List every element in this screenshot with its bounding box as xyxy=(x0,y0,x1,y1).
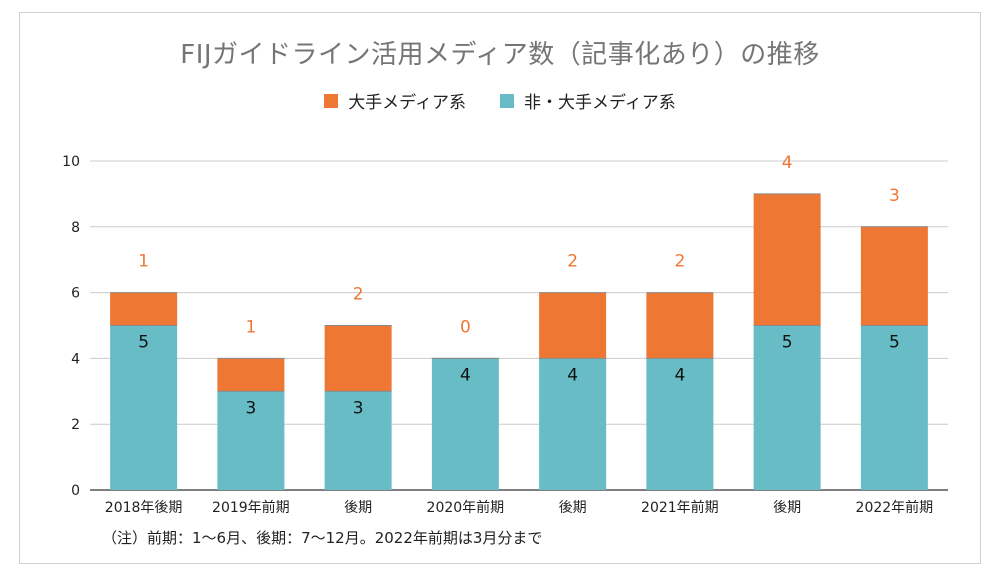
legend-swatch-non-major-media xyxy=(500,93,514,108)
x-tick-label: 2021年前期 xyxy=(641,499,719,516)
bar-non-major-media xyxy=(860,325,928,490)
bar-major-media xyxy=(110,292,178,326)
bar-non-major-media xyxy=(431,358,499,490)
y-tick-label: 4 xyxy=(71,351,80,367)
x-tick-label: 2020年前期 xyxy=(427,499,505,516)
data-label-major-media: 4 xyxy=(782,153,793,173)
y-tick-label: 8 xyxy=(71,220,80,236)
bar-non-major-media xyxy=(539,358,607,490)
data-label-major-media: 2 xyxy=(353,285,364,305)
legend-label-major-media: 大手メディア系 xyxy=(348,93,466,113)
bar-non-major-media xyxy=(217,391,285,490)
bar-non-major-media xyxy=(110,325,178,490)
legend-item-non-major-media: 非・大手メディア系 xyxy=(500,88,676,113)
data-label-major-media: 2 xyxy=(567,252,578,272)
data-label-major-media: 0 xyxy=(460,317,471,337)
x-tick-label: 後期 xyxy=(559,500,587,516)
bar-major-media xyxy=(646,292,714,359)
bar-non-major-media xyxy=(646,358,714,490)
data-label-major-media: 1 xyxy=(138,252,149,272)
y-tick-label: 2 xyxy=(71,417,80,433)
bar-major-media xyxy=(539,292,607,359)
bar-major-media xyxy=(860,226,928,326)
bar-non-major-media xyxy=(753,325,821,490)
legend-item-major-media: 大手メディア系 xyxy=(324,88,466,113)
bar-major-media xyxy=(217,358,285,392)
chart-legend: 大手メディア系 非・大手メディア系 xyxy=(0,88,1000,113)
data-label-major-media: 1 xyxy=(245,317,256,337)
x-tick-label: 後期 xyxy=(344,500,372,516)
y-tick-label: 10 xyxy=(62,154,80,170)
y-tick-label: 6 xyxy=(71,286,80,302)
data-label-non-major-media: 4 xyxy=(674,365,685,385)
data-label-non-major-media: 5 xyxy=(782,333,793,353)
data-label-non-major-media: 4 xyxy=(567,365,578,385)
bar-major-media xyxy=(324,325,392,392)
x-tick-label: 後期 xyxy=(773,500,801,516)
data-label-non-major-media: 3 xyxy=(353,398,364,418)
data-label-major-media: 3 xyxy=(889,186,900,206)
data-label-non-major-media: 5 xyxy=(889,333,900,353)
data-label-non-major-media: 5 xyxy=(138,333,149,353)
data-label-major-media: 2 xyxy=(674,252,685,272)
x-tick-label: 2022年前期 xyxy=(856,499,934,516)
x-tick-label: 2018年後期 xyxy=(105,500,183,516)
data-label-non-major-media: 4 xyxy=(460,365,471,385)
data-label-non-major-media: 3 xyxy=(245,398,256,418)
bar-major-media xyxy=(753,193,821,326)
chart-title: FIJガイドライン活用メディア数（記事化あり）の推移 xyxy=(180,40,820,70)
bar-non-major-media xyxy=(324,391,392,490)
legend-label-non-major-media: 非・大手メディア系 xyxy=(524,93,676,113)
legend-swatch-major-media xyxy=(324,93,339,108)
footnote: （注）前期：1〜6月、後期：7〜12月。2022年前期は3月分まで xyxy=(102,529,543,547)
x-tick-label: 2019年前期 xyxy=(212,499,290,516)
y-tick-label: 0 xyxy=(71,483,80,499)
